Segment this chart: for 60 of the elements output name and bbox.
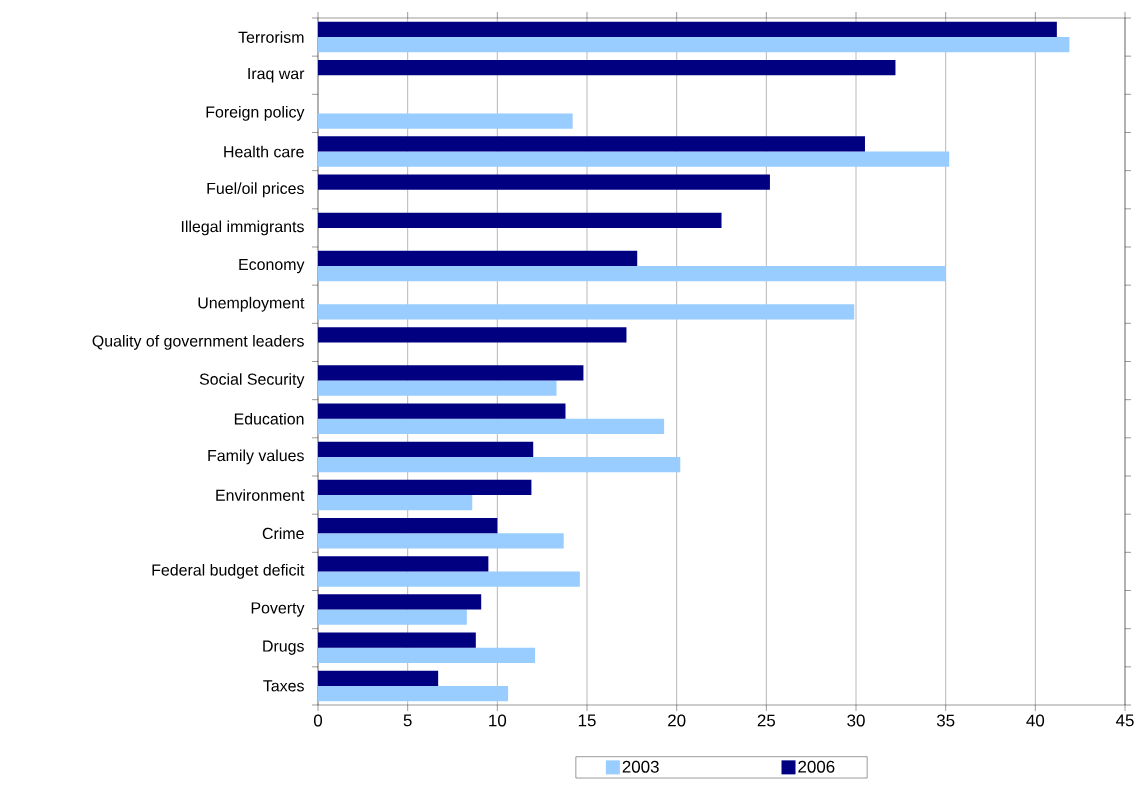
legend-label: 2003	[622, 760, 659, 773]
bar	[318, 365, 584, 381]
x-tick-label: 10	[489, 714, 507, 727]
bar	[318, 266, 946, 282]
y-tick-label: Economy	[239, 258, 305, 274]
x-tick-label: 35	[936, 714, 955, 727]
bar	[318, 250, 638, 267]
y-tick-label: Drugs	[263, 640, 304, 655]
bar	[318, 495, 473, 511]
y-tick-label: Illegal immigrants	[181, 220, 304, 236]
y-tick-label: Fuel/oil prices	[207, 182, 304, 198]
y-tick-label: Social Security	[199, 373, 305, 389]
bar	[318, 59, 896, 76]
x-tick-label: 5	[403, 714, 412, 727]
bar	[318, 685, 509, 702]
bar	[318, 632, 476, 648]
bar	[318, 403, 566, 419]
y-tick-label: Taxes	[263, 680, 304, 692]
x-tick-label: 15	[578, 714, 596, 727]
bar	[318, 151, 950, 167]
bar	[318, 571, 580, 587]
y-tick-label: Iraq war	[248, 68, 305, 83]
bar	[318, 21, 1057, 38]
bar	[318, 456, 681, 473]
y-tick-label: Unemployment	[198, 296, 305, 312]
y-tick-label: Education	[234, 412, 304, 425]
x-tick-label: 30	[847, 714, 865, 727]
bar	[318, 670, 439, 686]
bar	[318, 174, 770, 190]
y-tick-label: Federal budget deficit	[152, 563, 305, 579]
bar	[318, 304, 855, 320]
bar	[318, 113, 573, 129]
y-tick-label: Foreign policy	[206, 105, 305, 121]
bar	[318, 327, 627, 343]
x-tick-label: 20	[668, 714, 686, 727]
bar	[318, 37, 1070, 53]
legend-label: 2006	[798, 760, 835, 773]
bar	[318, 418, 665, 435]
x-tick-label: 25	[757, 714, 776, 727]
y-tick-label: Terrorism	[238, 31, 304, 43]
bar	[318, 479, 532, 496]
y-tick-label: Quality of government leaders	[92, 334, 304, 350]
bar	[318, 517, 498, 534]
bar	[318, 136, 865, 152]
y-tick-label: Family values	[208, 449, 304, 465]
bar	[318, 533, 564, 549]
bar	[318, 212, 722, 228]
y-tick-label: Health care	[224, 145, 304, 158]
y-tick-label: Poverty	[251, 602, 305, 617]
x-tick-label: 40	[1026, 714, 1045, 727]
y-tick-label: Environment	[216, 489, 305, 501]
bar	[318, 380, 557, 396]
bar	[318, 441, 534, 457]
bar	[318, 594, 482, 610]
y-tick-label: Crime	[262, 527, 304, 540]
bar	[318, 609, 467, 625]
bar	[318, 647, 535, 664]
bar	[318, 556, 489, 572]
x-tick-label: 0	[313, 714, 323, 727]
x-tick-label: 45	[1115, 714, 1134, 727]
